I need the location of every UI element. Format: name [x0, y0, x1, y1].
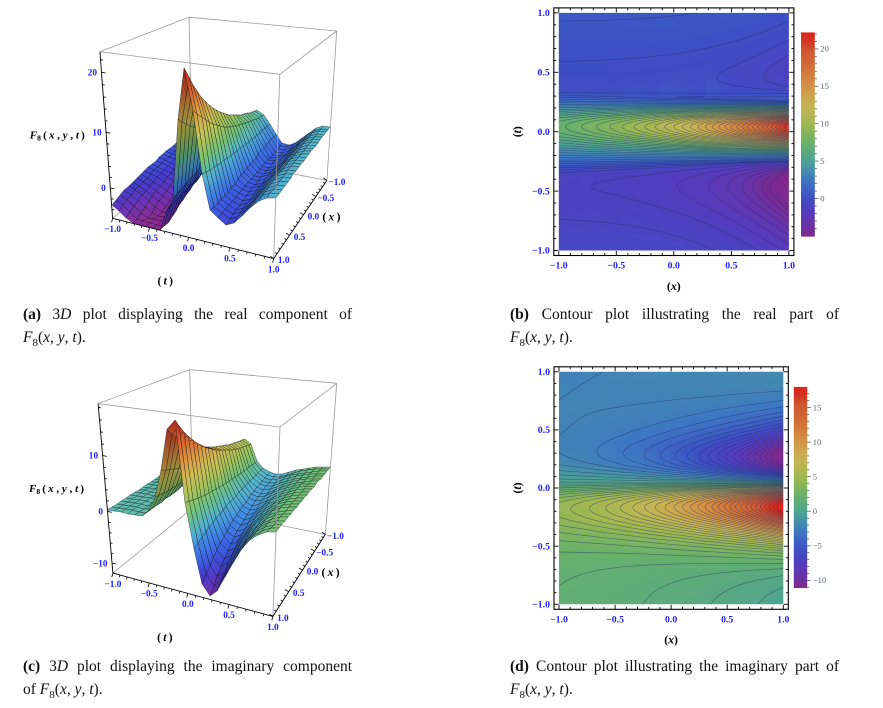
svg-text:0.5: 0.5 — [294, 233, 306, 243]
svg-text:5: 5 — [820, 156, 824, 166]
svg-text:−1.0: −1.0 — [532, 246, 550, 257]
svg-text:1.0: 1.0 — [777, 615, 789, 626]
svg-text:(t): (t) — [510, 126, 524, 137]
svg-text:F8 ( x , y , t ): F8 ( x , y , t ) — [29, 130, 85, 143]
svg-text:10: 10 — [92, 129, 102, 139]
svg-text:−1.0: −1.0 — [532, 600, 550, 611]
svg-text:−0.5: −0.5 — [607, 261, 625, 272]
svg-text:F8 ( x , y , t ): F8 ( x , y , t ) — [28, 483, 84, 496]
svg-text:0.0: 0.0 — [665, 615, 677, 626]
svg-text:15: 15 — [813, 402, 822, 412]
svg-text:0.0: 0.0 — [538, 127, 550, 138]
svg-text:( x ): ( x ) — [322, 212, 340, 224]
svg-text:(t): (t) — [510, 482, 524, 493]
svg-text:−1.0: −1.0 — [550, 615, 568, 626]
svg-text:0: 0 — [98, 508, 103, 518]
svg-text:(x): (x) — [667, 279, 681, 293]
svg-text:5: 5 — [813, 472, 817, 482]
svg-text:0.5: 0.5 — [538, 68, 550, 79]
svg-text:0.0: 0.0 — [182, 600, 194, 610]
svg-text:1.0: 1.0 — [277, 614, 289, 624]
svg-text:0.0: 0.0 — [538, 483, 550, 494]
svg-text:−1.0: −1.0 — [328, 178, 345, 188]
svg-text:1.0: 1.0 — [268, 265, 280, 275]
svg-text:10: 10 — [820, 119, 829, 129]
svg-text:−10: −10 — [813, 575, 826, 585]
svg-text:0.0: 0.0 — [183, 244, 195, 254]
svg-text:−0.5: −0.5 — [532, 541, 550, 552]
svg-text:0.0: 0.0 — [308, 212, 320, 222]
svg-text:−1.0: −1.0 — [327, 532, 344, 542]
svg-text:0.0: 0.0 — [668, 261, 680, 272]
svg-text:−0.5: −0.5 — [317, 194, 334, 204]
svg-text:−0.5: −0.5 — [316, 549, 333, 559]
svg-text:1.0: 1.0 — [538, 8, 550, 19]
svg-text:−0.5: −0.5 — [532, 186, 550, 197]
svg-text:0.5: 0.5 — [725, 261, 737, 272]
svg-text:( t ): ( t ) — [157, 276, 173, 288]
svg-text:20: 20 — [88, 68, 98, 78]
svg-text:0.5: 0.5 — [538, 425, 550, 436]
svg-text:1.0: 1.0 — [278, 256, 290, 266]
svg-text:−1.0: −1.0 — [104, 580, 121, 590]
svg-text:−0.5: −0.5 — [141, 590, 158, 600]
svg-text:−0.5: −0.5 — [141, 234, 158, 244]
svg-text:(x): (x) — [664, 633, 678, 647]
svg-text:−1.0: −1.0 — [104, 225, 121, 235]
svg-text:20: 20 — [820, 44, 829, 54]
svg-text:( t ): ( t ) — [157, 632, 173, 644]
svg-text:0: 0 — [101, 184, 106, 194]
svg-text:0.5: 0.5 — [721, 615, 733, 626]
svg-text:1.0: 1.0 — [267, 623, 279, 633]
svg-text:−10: −10 — [93, 559, 108, 569]
svg-text:0: 0 — [820, 193, 824, 203]
svg-text:( x ): ( x ) — [322, 567, 340, 579]
svg-text:0.5: 0.5 — [293, 589, 305, 599]
svg-text:0: 0 — [813, 506, 817, 516]
svg-text:0.5: 0.5 — [224, 254, 236, 264]
svg-text:15: 15 — [820, 81, 829, 91]
svg-text:−5: −5 — [813, 541, 822, 551]
svg-text:1.0: 1.0 — [538, 367, 550, 378]
svg-text:0.0: 0.0 — [307, 568, 319, 578]
svg-text:10: 10 — [813, 437, 822, 447]
svg-text:0.5: 0.5 — [223, 611, 235, 621]
svg-text:1.0: 1.0 — [783, 261, 795, 272]
svg-text:−0.5: −0.5 — [606, 615, 624, 626]
svg-text:10: 10 — [89, 452, 99, 462]
svg-text:−1.0: −1.0 — [550, 261, 568, 272]
